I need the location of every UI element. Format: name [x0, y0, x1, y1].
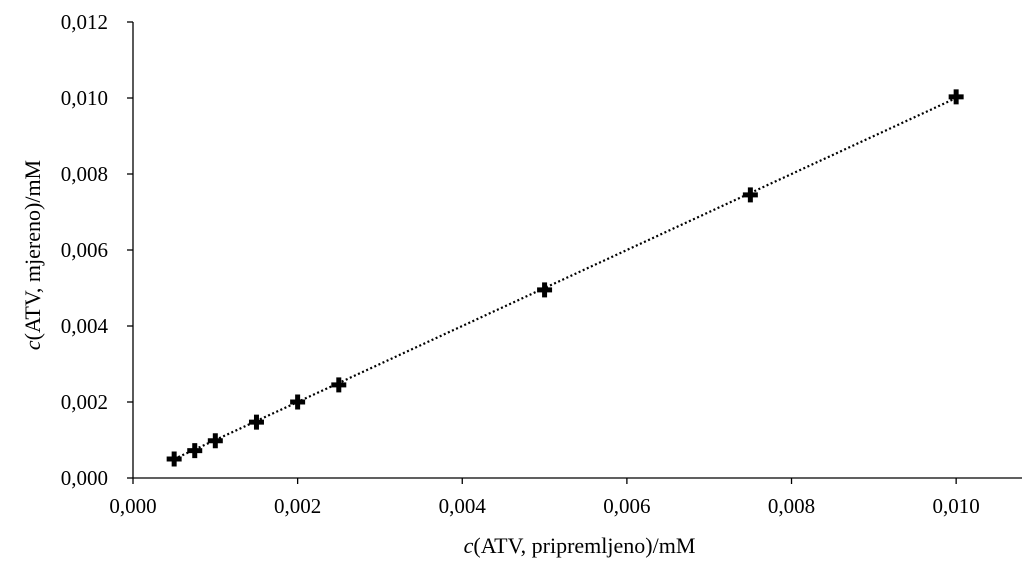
y-tick-label: 0,012 — [61, 10, 108, 34]
x-axis-title-rest: (ATV, pripremljeno)/mM — [473, 533, 695, 558]
y-tick-label: 0,008 — [61, 162, 108, 186]
data-point — [948, 89, 964, 105]
axes — [132, 22, 1022, 479]
y-tick-label: 0,006 — [61, 238, 108, 262]
x-tick-label: 0,000 — [109, 494, 156, 518]
data-point — [742, 187, 758, 203]
x-ticks: 0,000 0,002 0,004 0,006 0,008 0,010 — [109, 478, 980, 518]
data-points — [166, 89, 964, 467]
x-tick-label: 0,008 — [768, 494, 815, 518]
y-tick-label: 0,010 — [61, 86, 108, 110]
trendline-group — [173, 97, 957, 460]
x-tick-label: 0,010 — [933, 494, 980, 518]
data-point — [537, 282, 553, 298]
y-axis-title: c(ATV, mjereno)/mM — [20, 160, 45, 350]
data-point — [248, 414, 264, 430]
trendline — [173, 97, 957, 460]
x-tick-label: 0,002 — [274, 494, 321, 518]
y-tick-label: 0,000 — [61, 466, 108, 490]
x-axis-title: c(ATV, pripremljeno)/mM — [464, 533, 696, 558]
data-point — [331, 377, 347, 393]
x-tick-label: 0,004 — [439, 494, 487, 518]
y-axis-title-rest: (ATV, mjereno)/mM — [20, 160, 45, 340]
y-axis-title-italic: c — [20, 340, 45, 350]
data-point — [207, 433, 223, 449]
y-ticks: 0,000 0,002 0,004 0,006 0,008 0,010 0,012 — [61, 10, 133, 490]
data-point — [166, 451, 182, 467]
data-point — [187, 443, 203, 459]
x-tick-label: 0,006 — [603, 494, 650, 518]
data-point — [290, 394, 306, 410]
y-tick-label: 0,002 — [61, 390, 108, 414]
x-axis-title-italic: c — [464, 533, 474, 558]
y-tick-label: 0,004 — [61, 314, 109, 338]
